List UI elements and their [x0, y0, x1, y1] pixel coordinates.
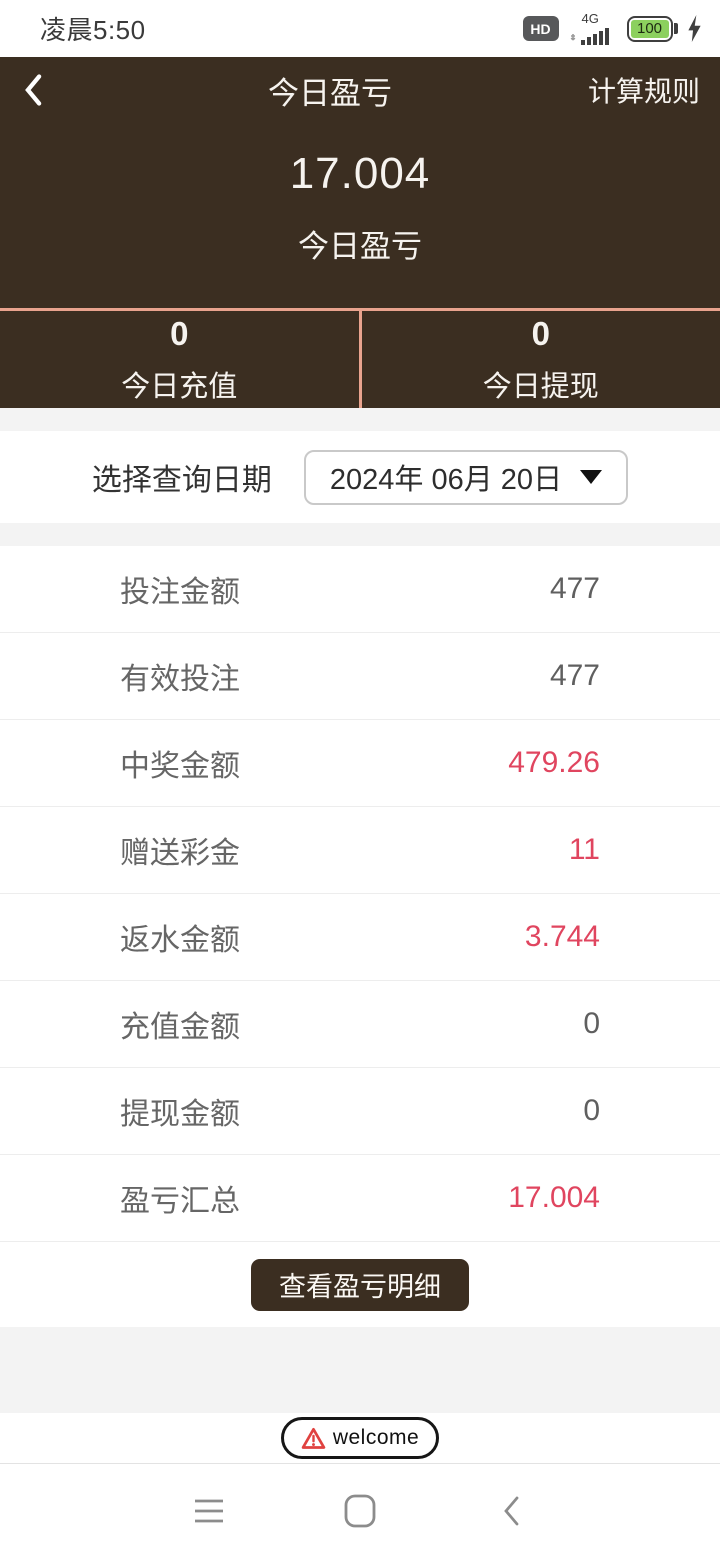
app-header: 今日盈亏 计算规则	[0, 57, 720, 123]
row-label: 返水金额	[120, 924, 240, 957]
table-row: 充值金额 0	[0, 981, 720, 1068]
row-value: 11	[568, 833, 600, 866]
home-square-icon	[344, 1494, 376, 1527]
welcome-badge[interactable]: welcome	[280, 1417, 440, 1459]
table-row: 中奖金额 479.26	[0, 720, 720, 807]
status-icons: HD 4G 100	[522, 12, 703, 46]
section-divider	[0, 408, 720, 431]
profit-summary-panel: 今日盈亏 计算规则 17.004 今日盈亏 0 今日充值 0 今日提现	[0, 57, 720, 408]
row-value: 0	[583, 1094, 600, 1127]
warning-icon	[301, 1427, 326, 1449]
date-picker-row: 选择查询日期 2024年 06月 20日	[0, 431, 720, 523]
table-row: 提现金额 0	[0, 1068, 720, 1155]
system-nav-bar	[0, 1464, 720, 1557]
row-value: 0	[583, 1007, 600, 1040]
table-row: 投注金额 477	[0, 546, 720, 633]
nav-back-button[interactable]	[436, 1495, 587, 1527]
stat-label: 今日提现	[482, 370, 599, 403]
date-select-value: 2024年 06月 20日	[329, 464, 563, 496]
row-value: 3.744	[524, 920, 600, 953]
row-value: 477	[549, 572, 600, 605]
network-type-label: 4G	[581, 10, 599, 26]
row-label: 盈亏汇总	[120, 1185, 240, 1218]
calc-rules-link[interactable]: 计算规则	[587, 76, 700, 107]
table-row: 盈亏汇总 17.004	[0, 1155, 720, 1242]
battery-icon: 100	[626, 15, 678, 42]
battery-level: 100	[630, 19, 669, 38]
button-area: 查看盈亏明细	[0, 1242, 720, 1327]
table-row: 有效投注 477	[0, 633, 720, 720]
stat-value: 0	[170, 314, 189, 352]
table-row: 赠送彩金 11	[0, 807, 720, 894]
row-label: 提现金额	[120, 1098, 240, 1131]
badge-area: welcome	[0, 1413, 720, 1464]
menu-icon	[195, 1499, 223, 1522]
row-label: 赠送彩金	[120, 837, 240, 870]
stat-value: 0	[531, 314, 550, 352]
row-label: 有效投注	[120, 663, 240, 696]
profit-detail-list: 投注金额 477 有效投注 477 中奖金额 479.26 赠送彩金 11 返水…	[0, 546, 720, 1242]
status-bar: 凌晨5:50 HD 4G 100	[0, 0, 720, 57]
today-profit-label: 今日盈亏	[298, 229, 422, 264]
welcome-badge-label: welcome	[332, 1426, 420, 1449]
back-chevron-icon	[25, 74, 42, 106]
date-picker-label: 选择查询日期	[91, 464, 272, 497]
bottom-spacer	[0, 1327, 720, 1413]
date-select[interactable]: 2024年 06月 20日	[303, 449, 629, 505]
back-button[interactable]	[20, 72, 80, 108]
row-value: 477	[549, 659, 600, 692]
today-profit-amount: 17.004	[289, 149, 431, 198]
row-label: 中奖金额	[120, 750, 240, 783]
stat-label: 今日充值	[121, 370, 238, 403]
page-title: 今日盈亏	[268, 75, 392, 111]
row-value: 479.26	[508, 746, 600, 779]
nav-back-chevron-icon	[504, 1496, 519, 1525]
row-value: 17.004	[508, 1181, 600, 1214]
nav-menu-button[interactable]	[134, 1498, 285, 1524]
nav-home-button[interactable]	[285, 1494, 436, 1528]
view-profit-detail-button[interactable]: 查看盈亏明细	[251, 1258, 469, 1311]
row-label: 充值金额	[120, 1011, 240, 1044]
today-stats-row: 0 今日充值 0 今日提现	[0, 308, 720, 408]
signal-bars-icon	[570, 27, 609, 45]
today-withdraw-stat: 0 今日提现	[358, 311, 720, 408]
chevron-down-icon	[580, 470, 603, 484]
section-divider	[0, 523, 720, 546]
today-deposit-stat: 0 今日充值	[0, 311, 359, 408]
signal-icon: 4G	[568, 12, 618, 46]
charging-bolt-icon	[688, 15, 701, 42]
table-row: 返水金额 3.744	[0, 894, 720, 981]
clock: 凌晨5:50	[40, 15, 146, 45]
row-label: 投注金额	[120, 576, 240, 609]
hd-icon: HD	[522, 16, 559, 41]
